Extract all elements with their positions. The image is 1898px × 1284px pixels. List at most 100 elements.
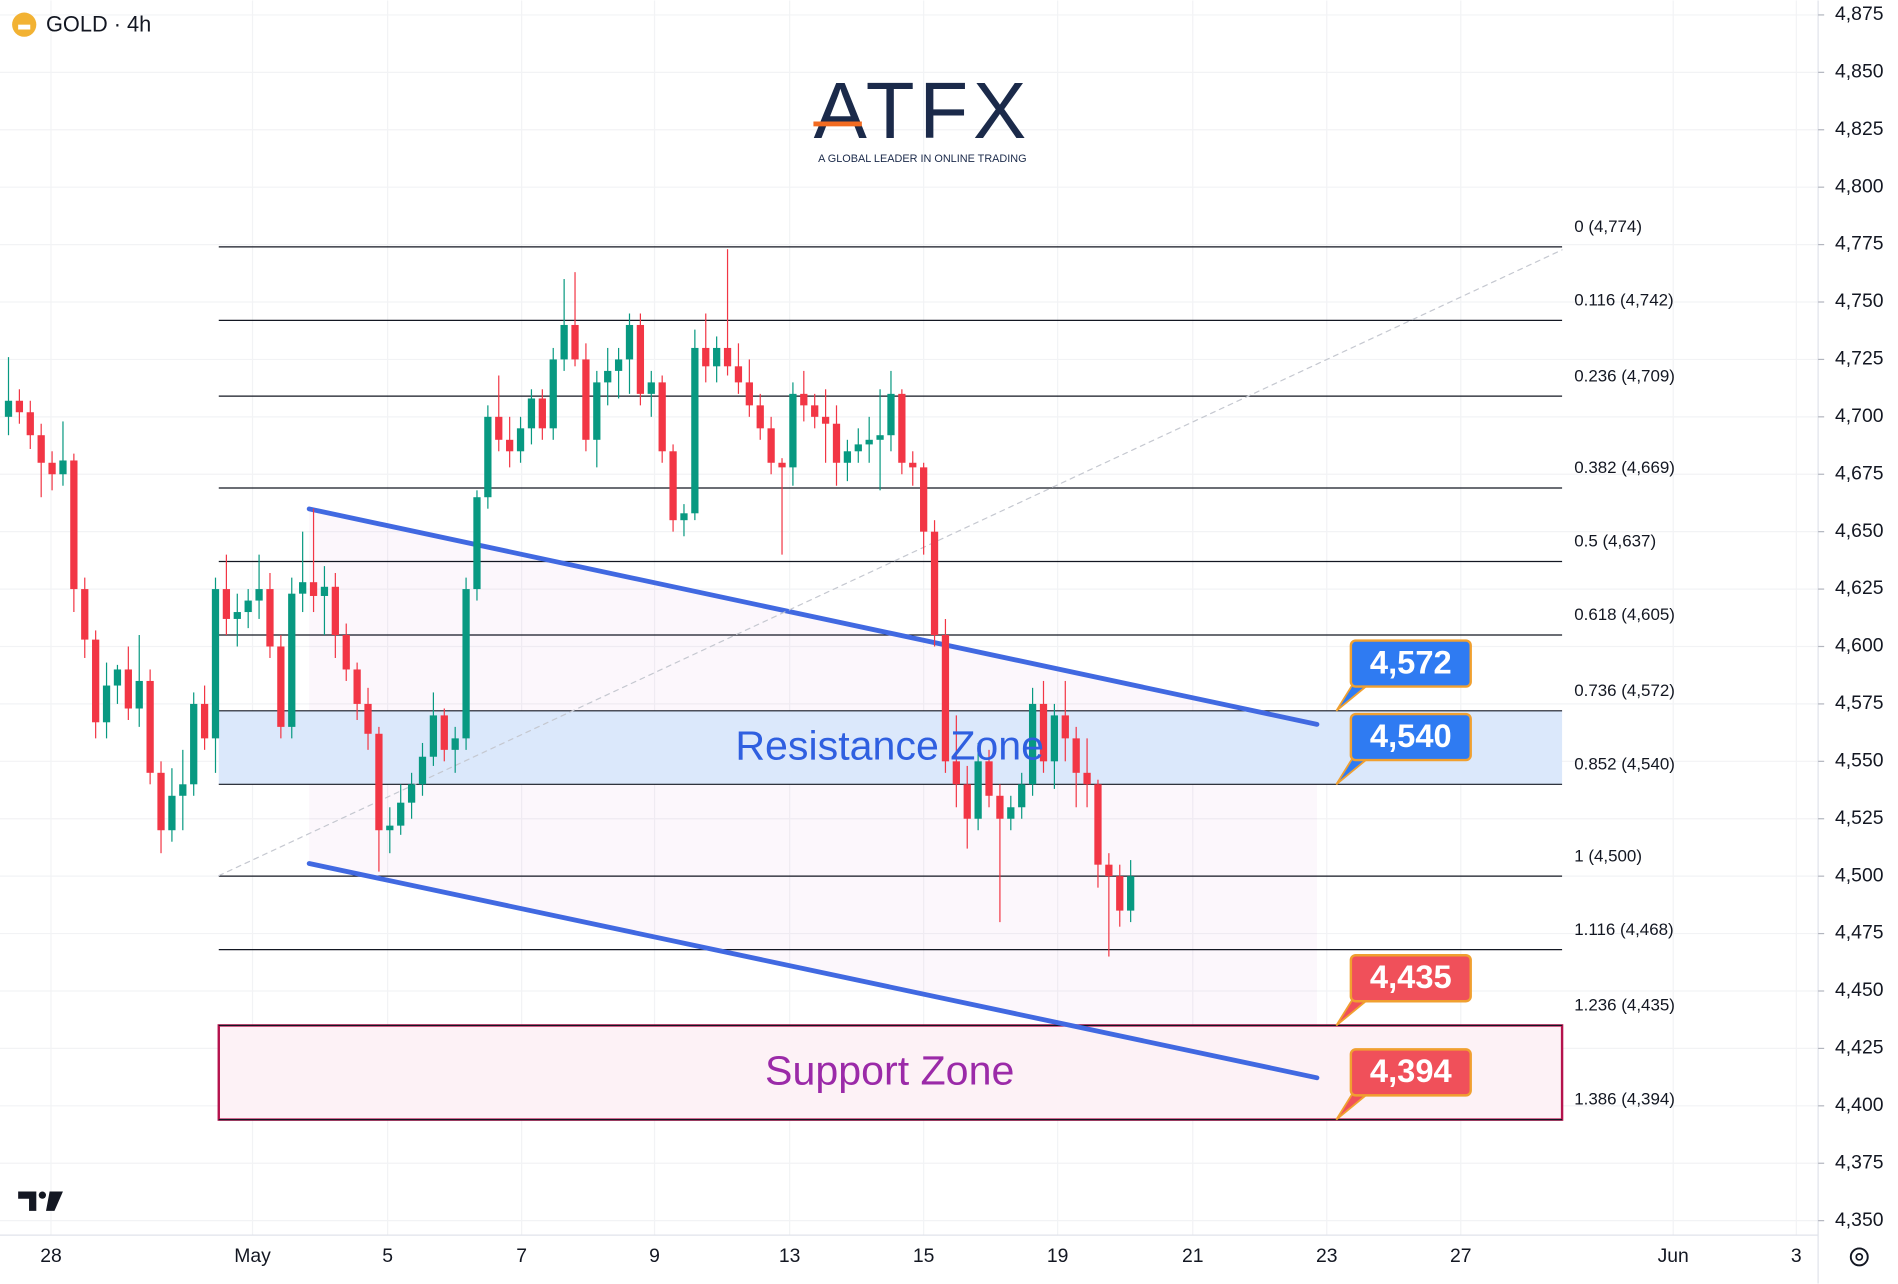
candle-body — [309, 582, 318, 596]
settings-icon-center[interactable] — [1855, 1253, 1864, 1261]
candle-body — [113, 669, 122, 686]
y-tick-label: 4,825 — [1835, 118, 1883, 140]
candle-body — [288, 593, 296, 727]
candle-body — [473, 497, 481, 590]
candle-body — [26, 412, 34, 436]
candle-body — [81, 589, 89, 640]
candle-body — [571, 324, 579, 360]
price-tag-label: 4,540 — [1370, 717, 1452, 754]
candle-body — [299, 582, 307, 594]
candle-body — [146, 680, 154, 773]
trendline — [306, 861, 1320, 1081]
candle-body — [418, 756, 427, 785]
settings-icon[interactable] — [1849, 1247, 1869, 1267]
candle-body — [407, 784, 416, 803]
candle-body — [1007, 807, 1015, 819]
x-tick-label: 9 — [649, 1245, 660, 1267]
candle-body — [560, 324, 568, 360]
candle-body — [70, 460, 78, 590]
price-tag — [1349, 712, 1472, 762]
fib-level-label: 0 (4,774) — [1574, 217, 1642, 236]
candle-body — [963, 784, 971, 819]
candle-body — [778, 462, 786, 468]
candle-body — [1127, 876, 1135, 911]
logo-accent — [813, 121, 862, 127]
candle-body — [506, 439, 514, 452]
fib-level-label: 1.386 (4,394) — [1574, 1090, 1675, 1109]
candle-body — [658, 382, 666, 452]
settings-button[interactable] — [1849, 1247, 1869, 1267]
candle-body — [614, 359, 623, 371]
tradingview-logo — [18, 1191, 63, 1211]
y-tick-label: 4,425 — [1835, 1037, 1883, 1059]
candle-body — [985, 761, 993, 796]
candle-body — [920, 467, 928, 532]
candle-body — [179, 784, 187, 796]
price-tag — [1349, 639, 1472, 688]
candle-body — [1061, 715, 1069, 739]
y-tick-label: 4,600 — [1835, 635, 1884, 657]
candle-body — [168, 795, 176, 831]
candle-body — [582, 359, 590, 440]
candle-body — [538, 398, 546, 429]
y-tick-label: 4,800 — [1835, 175, 1884, 197]
candle-body — [157, 772, 165, 831]
candle-body — [451, 738, 459, 750]
y-tick-label: 4,650 — [1835, 520, 1884, 542]
x-tick-label: 7 — [516, 1245, 527, 1267]
candle-body — [331, 586, 339, 636]
candle-body — [647, 382, 655, 394]
x-tick-label: May — [234, 1245, 271, 1267]
y-tick-label: 4,625 — [1835, 577, 1883, 599]
candle-body — [429, 715, 438, 757]
candle-body — [516, 428, 525, 452]
candle-body — [1094, 784, 1102, 865]
candle-body — [342, 635, 350, 670]
candle-body — [4, 400, 13, 417]
candle-body — [1083, 772, 1091, 785]
y-tick-label: 4,575 — [1835, 692, 1883, 714]
y-tick-label: 4,700 — [1835, 405, 1884, 427]
candle-body — [549, 359, 557, 429]
zone-label: Support Zone — [765, 1048, 1014, 1094]
tv-logo-part — [18, 1191, 37, 1211]
price-tag — [1349, 1048, 1472, 1097]
candle-body — [495, 416, 503, 440]
fib-level-label: 1.116 (4,468) — [1574, 920, 1673, 939]
symbol-title[interactable]: GOLD · 4h — [46, 12, 151, 37]
candle-body — [680, 513, 688, 521]
x-tick-label: Jun — [1658, 1245, 1689, 1267]
fib-level-label: 0.5 (4,637) — [1574, 532, 1656, 551]
candle-body — [92, 639, 100, 723]
candle-body — [941, 635, 950, 762]
axes: 4,350 4,375 4,400 4,425 4,450 4,475 4,500 4,525… — [40, 3, 1884, 1267]
symbol-icon-bar — [18, 24, 31, 30]
candle-body — [767, 428, 775, 463]
y-tick-label: 4,400 — [1835, 1094, 1884, 1116]
candle-body — [364, 703, 372, 734]
y-tick-label: 4,475 — [1835, 922, 1883, 944]
candle-body — [124, 669, 132, 709]
fib-level-label: 0.618 (4,605) — [1574, 605, 1675, 624]
candle-body — [222, 589, 231, 619]
x-tick-label: 23 — [1316, 1245, 1338, 1267]
candle-body — [952, 761, 960, 785]
price-tag — [1349, 954, 1472, 1003]
candle-body — [800, 393, 808, 406]
candle-body — [102, 685, 111, 723]
tv-logo-dot — [38, 1191, 46, 1199]
y-tick-label: 4,850 — [1835, 60, 1884, 82]
candle-body — [996, 795, 1004, 819]
fib-level-label: 0.736 (4,572) — [1574, 681, 1675, 700]
fib-level-label: 0.116 (4,742) — [1574, 290, 1673, 309]
candle-body — [211, 589, 220, 739]
candle-body — [484, 416, 492, 498]
candle-body — [527, 398, 536, 429]
candle-body — [669, 451, 677, 521]
fib-level-label: 0.236 (4,709) — [1574, 366, 1675, 385]
y-tick-label: 4,875 — [1835, 3, 1883, 25]
candle-body — [756, 405, 764, 429]
candle-body — [734, 366, 743, 383]
